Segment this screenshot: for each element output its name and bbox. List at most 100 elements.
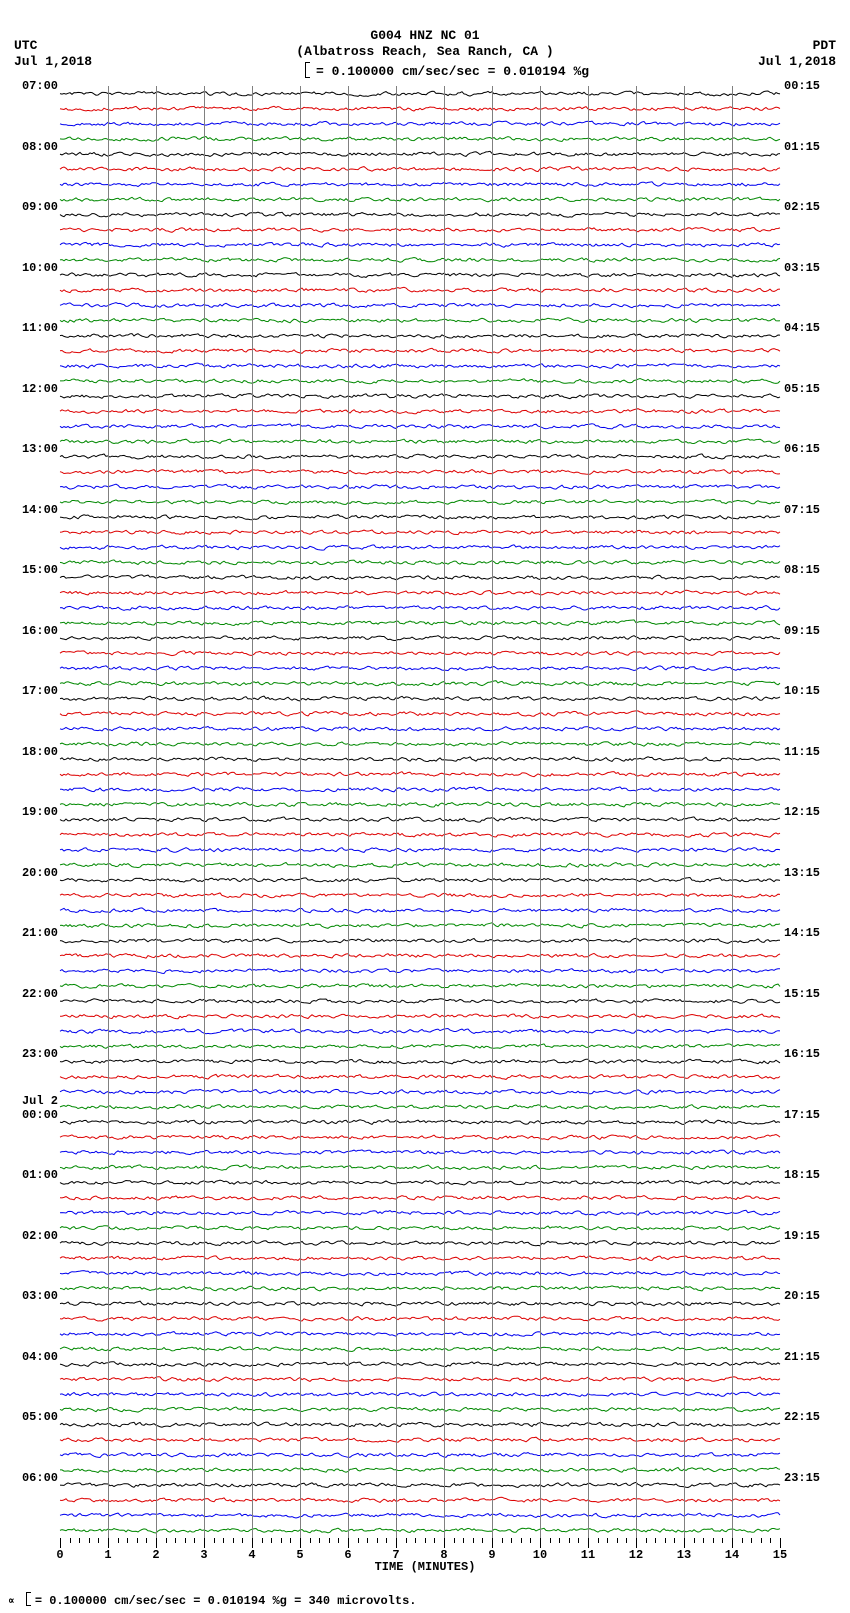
x-tick-label: 2 <box>146 1548 166 1562</box>
seismogram-trace <box>60 681 780 686</box>
x-tick-minor <box>703 1538 704 1543</box>
pdt-time-label: 12:15 <box>784 805 820 819</box>
pdt-time-label: 09:15 <box>784 624 820 638</box>
seismogram-trace <box>60 1286 780 1291</box>
x-tick-label: 5 <box>290 1548 310 1562</box>
title-line-2: (Albatross Reach, Sea Ranch, CA ) <box>296 44 553 59</box>
seismogram-trace <box>60 1316 780 1321</box>
seismogram-trace <box>60 560 780 565</box>
seismogram-trace <box>60 575 780 580</box>
seismogram-trace <box>60 1497 780 1502</box>
x-tick-minor <box>194 1538 195 1543</box>
x-tick-minor <box>281 1538 282 1543</box>
utc-time-label: 03:00 <box>22 1289 58 1303</box>
seismogram-trace <box>60 212 780 217</box>
gridline <box>348 86 349 1538</box>
x-tick-major <box>108 1538 109 1548</box>
x-tick-major <box>348 1538 349 1548</box>
seismogram-trace <box>60 1210 780 1215</box>
x-tick-minor <box>310 1538 311 1543</box>
x-tick-label: 10 <box>530 1548 550 1562</box>
pdt-time-label: 14:15 <box>784 926 820 940</box>
seismogram-trace <box>60 1377 780 1382</box>
pdt-time-label: 00:15 <box>784 79 820 93</box>
seismogram-trace <box>60 1332 780 1337</box>
utc-time-label: 09:00 <box>22 200 58 214</box>
seismogram-trace <box>60 379 780 384</box>
x-tick-minor <box>665 1538 666 1543</box>
x-tick-minor <box>214 1538 215 1543</box>
pdt-time-label: 15:15 <box>784 987 820 1001</box>
seismogram-trace <box>60 1241 780 1246</box>
seismogram-trace <box>60 409 780 414</box>
seismogram-trace <box>60 757 780 762</box>
utc-time-label: 02:00 <box>22 1229 58 1243</box>
x-tick-minor <box>319 1538 320 1543</box>
x-tick-minor <box>271 1538 272 1543</box>
seismogram-trace <box>60 273 780 278</box>
seismogram-trace <box>60 1044 780 1049</box>
utc-time-label: 18:00 <box>22 745 58 759</box>
pdt-time-label: 13:15 <box>784 866 820 880</box>
x-tick-minor <box>233 1538 234 1543</box>
x-tick-major <box>60 1538 61 1548</box>
x-tick-minor <box>338 1538 339 1543</box>
x-tick-minor <box>559 1538 560 1543</box>
seismogram-trace <box>60 1513 780 1518</box>
x-tick-minor <box>742 1538 743 1543</box>
x-tick-minor <box>89 1538 90 1543</box>
utc-time-label: 14:00 <box>22 503 58 517</box>
gridline <box>732 86 733 1538</box>
utc-time-label: 07:00 <box>22 79 58 93</box>
seismogram-trace <box>60 1362 780 1367</box>
gridline <box>204 86 205 1538</box>
seismogram-trace <box>60 363 780 368</box>
pdt-time-label: 06:15 <box>784 442 820 456</box>
x-tick-minor <box>473 1538 474 1543</box>
x-tick-major <box>444 1538 445 1548</box>
x-tick-minor <box>454 1538 455 1543</box>
x-tick-minor <box>482 1538 483 1543</box>
pdt-label: PDT <box>813 38 836 53</box>
midnight-date-label: Jul 2 <box>22 1094 58 1108</box>
seismogram-trace <box>60 1422 780 1427</box>
x-tick-minor <box>511 1538 512 1543</box>
x-tick-minor <box>751 1538 752 1543</box>
gridline <box>300 86 301 1538</box>
x-tick-label: 11 <box>578 1548 598 1562</box>
utc-time-label: 16:00 <box>22 624 58 638</box>
seismogram-trace <box>60 1347 780 1352</box>
utc-time-label: 17:00 <box>22 684 58 698</box>
x-tick-minor <box>770 1538 771 1543</box>
utc-time-label: 19:00 <box>22 805 58 819</box>
x-tick-minor <box>722 1538 723 1543</box>
x-tick-minor <box>415 1538 416 1543</box>
x-tick-minor <box>674 1538 675 1543</box>
footer-text: = 0.100000 cm/sec/sec = 0.010194 %g = 34… <box>35 1594 417 1608</box>
utc-time-label: 12:00 <box>22 382 58 396</box>
pdt-time-label: 16:15 <box>784 1047 820 1061</box>
x-tick-minor <box>502 1538 503 1543</box>
seismogram-trace <box>60 969 780 974</box>
x-tick-minor <box>146 1538 147 1543</box>
seismogram-trace <box>60 742 780 747</box>
seismogram-trace <box>60 711 780 716</box>
x-tick-minor <box>434 1538 435 1543</box>
gridline <box>636 86 637 1538</box>
x-tick-minor <box>175 1538 176 1543</box>
x-tick-minor <box>367 1538 368 1543</box>
pdt-time-label: 20:15 <box>784 1289 820 1303</box>
seismogram-trace <box>60 121 780 126</box>
x-tick-minor <box>70 1538 71 1543</box>
pdt-time-label: 21:15 <box>784 1350 820 1364</box>
seismogram-trace <box>60 258 780 263</box>
pdt-time-label: 07:15 <box>784 503 820 517</box>
x-tick-minor <box>463 1538 464 1543</box>
pdt-time-label: 01:15 <box>784 140 820 154</box>
seismogram-trace <box>60 606 780 611</box>
x-tick-label: 8 <box>434 1548 454 1562</box>
x-tick-major <box>396 1538 397 1548</box>
seismogram-trace <box>60 106 780 111</box>
seismogram-trace <box>60 228 780 233</box>
seismogram-trace <box>60 863 780 868</box>
